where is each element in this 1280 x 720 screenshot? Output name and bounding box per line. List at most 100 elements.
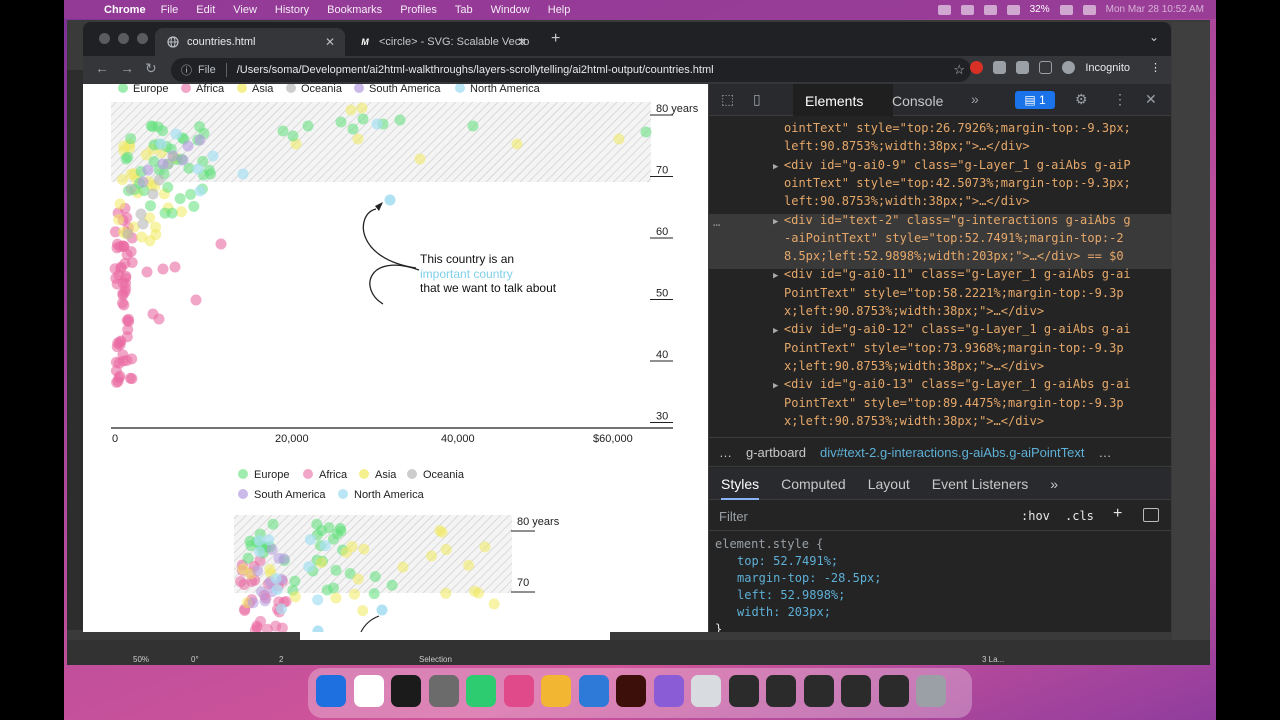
dom-node-line[interactable]: ▶ <div id="g-ai0-9" class="g-Layer_1 g-a… (773, 156, 1131, 176)
reload-icon[interactable]: ↻ (145, 60, 157, 76)
terminal-icon[interactable] (391, 675, 421, 707)
menu-view[interactable]: View (233, 3, 257, 16)
illustrator-panel[interactable] (1172, 22, 1210, 642)
close-icon[interactable]: ✕ (1145, 91, 1157, 107)
dom-node-line[interactable]: PointText" style="top:73.9368%;margin-to… (784, 339, 1124, 357)
device-toolbar-icon[interactable]: ▯ (753, 91, 761, 107)
window-thumbnail-icon[interactable] (728, 675, 759, 707)
tab-layout[interactable]: Layout (867, 475, 910, 492)
window-thumbnail-icon[interactable] (878, 675, 909, 707)
dom-node-line[interactable]: x;left:90.8753%;width:38px;">…</div> (784, 412, 1044, 430)
sidebar-toggle-icon[interactable] (1143, 508, 1159, 522)
style-prop[interactable]: width: 203px; (737, 605, 831, 619)
expand-triangle-icon[interactable]: ▶ (773, 271, 784, 282)
bookmark-star-icon[interactable]: ☆ (953, 62, 965, 77)
tab-event-listeners[interactable]: Event Listeners (931, 475, 1029, 492)
dom-tree[interactable]: ⋯ ointText" style="top:26.7926%;margin-t… (709, 117, 1171, 437)
menu-edit[interactable]: Edit (196, 3, 216, 16)
menu-history[interactable]: History (274, 3, 310, 16)
puzzle-icon[interactable] (1016, 61, 1030, 74)
rotation[interactable]: 0° (191, 655, 199, 664)
dom-node-line[interactable]: left:90.8753%;width:38px;">…</div> (784, 192, 1030, 210)
inspect-element-icon[interactable]: ⬚ (721, 91, 735, 107)
more-tabs-icon[interactable]: » (1050, 475, 1059, 492)
wifi-icon[interactable] (1082, 4, 1096, 15)
issues-badge[interactable]: ▤ 1 (1015, 91, 1055, 109)
status-icon[interactable] (1006, 4, 1020, 15)
tab-styles[interactable]: Styles (721, 476, 760, 500)
expand-triangle-icon[interactable]: ▶ (773, 326, 784, 337)
hov-toggle[interactable]: :hov (1021, 509, 1050, 523)
battery-icon[interactable] (1059, 4, 1073, 15)
dom-node-line[interactable]: PointText" style="top:58.2221%;margin-to… (784, 284, 1124, 302)
dom-node-line[interactable]: left:90.8753%;width:38px;">…</div> (784, 137, 1030, 155)
menu-window[interactable]: Window (490, 3, 530, 16)
dom-node-line[interactable]: ▶ <div id="g-ai0-12" class="g-Layer_1 g-… (773, 320, 1131, 340)
window-thumbnail-icon[interactable] (841, 675, 871, 707)
minimize-window-button[interactable] (118, 33, 129, 44)
chrome-icon[interactable] (541, 675, 571, 707)
trash-icon[interactable] (916, 675, 946, 707)
dom-node-line[interactable]: -aiPointText" style="top:52.7491%;margin… (784, 229, 1124, 247)
back-icon[interactable]: ← (95, 60, 109, 76)
extension-icon[interactable] (993, 61, 1007, 74)
menu-tab[interactable]: Tab (454, 3, 473, 16)
tab-console[interactable]: Console (892, 93, 944, 109)
slack-icon[interactable] (503, 675, 534, 707)
style-prop[interactable]: left: 52.9898%; (737, 588, 846, 602)
new-tab-icon[interactable]: + (551, 30, 561, 47)
dom-node-line[interactable]: x;left:90.8753%;width:38px;">…</div> (784, 357, 1044, 375)
dom-node-line[interactable]: x;left:90.8753%;width:38px;">…</div> (784, 302, 1044, 320)
cls-toggle[interactable]: .cls (1065, 509, 1094, 523)
breadcrumb-item[interactable]: … (719, 444, 732, 460)
illustrator-toolbar[interactable] (67, 70, 85, 630)
media-icon[interactable] (653, 675, 684, 707)
ellipsis-icon[interactable]: ⋯ (713, 218, 721, 232)
status-icon[interactable] (960, 4, 974, 15)
menu-bookmarks[interactable]: Bookmarks (327, 3, 383, 16)
artboard-number[interactable]: 2 (279, 655, 284, 664)
style-prop[interactable]: margin-top: -28.5px; (737, 571, 882, 585)
window-thumbnail-icon[interactable] (803, 675, 834, 707)
extension-icon[interactable] (970, 61, 984, 74)
messages-icon[interactable] (466, 675, 496, 707)
expand-triangle-icon[interactable]: ▶ (773, 161, 784, 172)
forward-icon[interactable]: → (120, 60, 134, 76)
status-icon[interactable] (937, 4, 951, 15)
close-window-button[interactable] (99, 33, 110, 44)
dom-node-line[interactable]: ointText" style="top:26.7926%;margin-top… (784, 119, 1131, 137)
status-icon[interactable] (983, 4, 997, 15)
tab-computed[interactable]: Computed (781, 475, 846, 492)
dom-node-line[interactable]: 8.5px;left:52.9898%;width:203px;">…</div… (784, 247, 1124, 265)
sidepanel-icon[interactable] (1039, 61, 1053, 74)
document-icon[interactable] (691, 675, 721, 707)
close-tab-icon[interactable]: ✕ (324, 35, 335, 49)
gear-icon[interactable]: ⚙ (1075, 91, 1088, 107)
style-prop[interactable]: top: 52.7491%; (737, 554, 839, 568)
expand-triangle-icon[interactable]: ▶ (773, 216, 784, 227)
dom-node-line[interactable]: ▶ <div id="g-ai0-11" class="g-Layer_1 g-… (773, 265, 1131, 285)
more-menu-icon[interactable]: ⋮ (1150, 62, 1161, 74)
dom-node-line[interactable]: ▶ <div id="text-2" class="g-interactions… (773, 211, 1131, 231)
clock[interactable]: Mon Mar 28 10:52 AM (1105, 4, 1204, 15)
incognito-icon[interactable] (1062, 61, 1076, 74)
tab-countries[interactable]: countries.html ✕ (155, 28, 345, 56)
dom-node-line[interactable]: ointText" style="top:42.5073%;margin-top… (784, 174, 1131, 192)
more-options-icon[interactable]: ⋮ (1113, 91, 1127, 107)
finder-icon[interactable] (316, 675, 346, 707)
element-style-rule[interactable]: element.style { top: 52.7491%; margin-to… (715, 536, 882, 632)
zoom-window-button[interactable] (137, 33, 148, 44)
system-preferences-icon[interactable] (428, 675, 459, 707)
menu-profiles[interactable]: Profiles (400, 3, 437, 16)
expand-triangle-icon[interactable]: ▶ (773, 381, 784, 392)
close-tab-icon[interactable]: ✕ (516, 35, 527, 49)
dom-node-line[interactable]: ▶ <div id="g-ai0-13" class="g-Layer_1 g-… (773, 375, 1131, 395)
add-rule-icon[interactable]: + (1113, 505, 1123, 522)
dom-node-line[interactable]: PointText" style="top:89.4475%;margin-to… (784, 394, 1124, 412)
zoom-level[interactable]: 50% (133, 655, 150, 664)
breadcrumb-current[interactable]: div#text-2.g-interactions.g-aiAbs.g-aiPo… (819, 444, 1085, 460)
tab-mdn-circle[interactable]: M <circle> - SVG: Scalable Vecto ✕ (347, 28, 537, 56)
filter-input[interactable]: Filter (719, 509, 748, 524)
menu-file[interactable]: File (160, 3, 179, 16)
url-text[interactable]: /Users/soma/Development/ai2html-walkthro… (236, 64, 714, 76)
